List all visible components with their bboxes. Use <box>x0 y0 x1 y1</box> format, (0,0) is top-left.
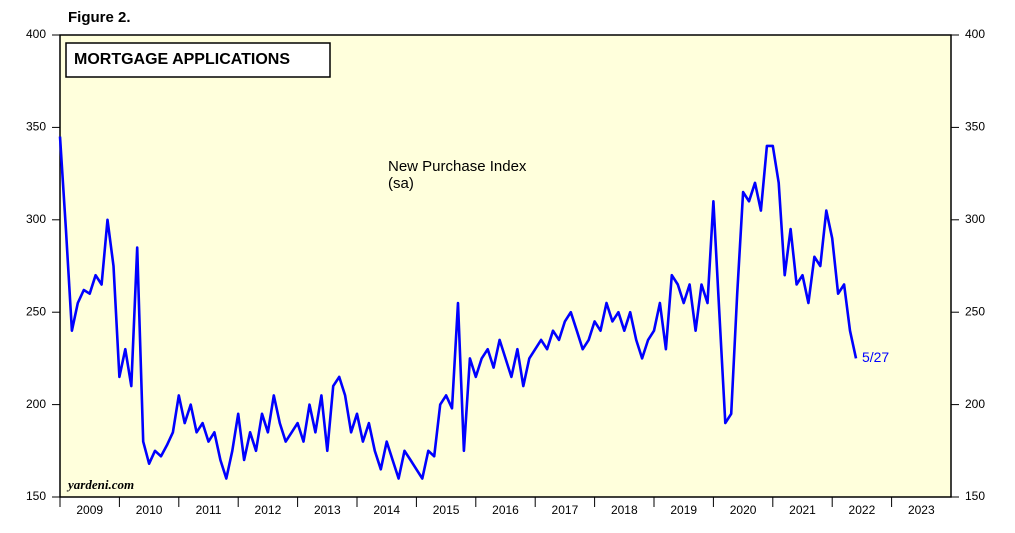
x-tick-label: 2010 <box>136 503 163 517</box>
x-tick-label: 2019 <box>670 503 697 517</box>
y-tick-label: 200 <box>26 397 46 411</box>
y-tick-label: 300 <box>26 212 46 226</box>
y-tick-label: 350 <box>26 120 46 134</box>
x-tick-label: 2018 <box>611 503 638 517</box>
annotation: (sa) <box>388 175 414 192</box>
x-tick-label: 2021 <box>789 503 816 517</box>
end-label: 5/27 <box>862 349 889 365</box>
y2-tick-label: 300 <box>965 212 985 226</box>
x-tick-label: 2013 <box>314 503 341 517</box>
x-tick-label: 2017 <box>552 503 579 517</box>
y2-tick-label: 150 <box>965 489 985 503</box>
y2-tick-label: 350 <box>965 120 985 134</box>
x-tick-label: 2020 <box>730 503 757 517</box>
x-tick-label: 2014 <box>373 503 400 517</box>
chart-title: MORTGAGE APPLICATIONS <box>74 51 290 68</box>
figure-label: Figure 2. <box>68 9 131 26</box>
y2-tick-label: 400 <box>965 27 985 41</box>
x-tick-label: 2009 <box>76 503 103 517</box>
y2-tick-label: 250 <box>965 304 985 318</box>
plot-area <box>59 34 952 498</box>
annotation: New Purchase Index <box>388 158 527 175</box>
x-tick-label: 2022 <box>849 503 876 517</box>
x-tick-label: 2012 <box>255 503 282 517</box>
source: yardeni.com <box>66 477 134 492</box>
x-tick-label: 2015 <box>433 503 460 517</box>
x-tick-label: 2011 <box>196 503 222 517</box>
title-box <box>65 42 331 78</box>
x-tick-label: 2016 <box>492 503 519 517</box>
data-line <box>58 136 858 480</box>
y2-tick-label: 200 <box>965 397 985 411</box>
y-tick-label: 400 <box>26 27 46 41</box>
y-tick-label: 250 <box>26 304 46 318</box>
y-tick-label: 150 <box>26 489 46 503</box>
x-tick-label: 2023 <box>908 503 935 517</box>
